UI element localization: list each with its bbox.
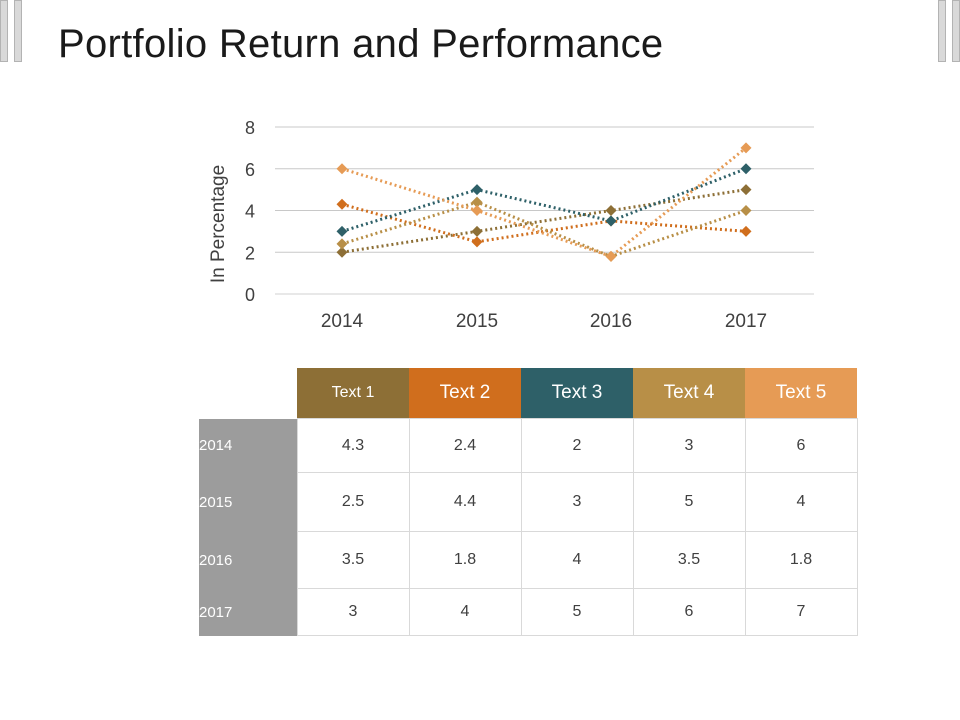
- table-cell: 3.5: [296, 531, 410, 589]
- table-cell: 5: [632, 472, 746, 532]
- data-point-marker: [605, 215, 617, 227]
- table-row: 2017 3 4 5 6 7: [199, 588, 858, 636]
- series-line: [341, 188, 747, 254]
- series-line: [341, 146, 747, 259]
- table-cell: 4.4: [408, 472, 522, 532]
- data-point-marker: [336, 225, 348, 237]
- y-tick-label: 8: [245, 118, 255, 138]
- x-tick-label: 2017: [725, 311, 767, 332]
- left-edge-bar-2: [14, 0, 22, 62]
- data-point-marker: [336, 238, 348, 250]
- line-chart: 0 2 4 6 8 2014 2015 2016 2017 In Percentage: [208, 118, 814, 332]
- table-cell: 3: [632, 418, 746, 473]
- table-cell: 4: [408, 588, 522, 636]
- table-cell: 4: [520, 531, 634, 589]
- data-point-marker: [605, 205, 617, 216]
- series-line: [341, 200, 747, 259]
- series-lines: [336, 142, 752, 262]
- series-line: [341, 167, 747, 233]
- y-axis-label: In Percentage: [208, 165, 229, 283]
- x-tick-label: 2014: [321, 311, 364, 332]
- table-corner-cell: [199, 368, 297, 419]
- column-header-text-2: Text 2: [409, 368, 521, 419]
- data-point-marker: [336, 198, 348, 210]
- table-row: 2015 2.5 4.4 3 5 4: [199, 472, 858, 532]
- table-row: 2016 3.5 1.8 4 3.5 1.8: [199, 531, 858, 589]
- x-tick-label: 2016: [590, 311, 632, 332]
- data-point-marker: [471, 236, 483, 248]
- table-cell: 3: [520, 472, 634, 532]
- table-cell: 6: [744, 418, 858, 473]
- column-header-text-4: Text 4: [633, 368, 745, 419]
- column-header-text-3: Text 3: [521, 368, 633, 419]
- data-point-marker: [471, 225, 483, 237]
- data-table: Text 1 Text 2 Text 3 Text 4 Text 5 2014 …: [199, 368, 858, 636]
- table-cell: 2.4: [408, 418, 522, 473]
- table-cell: 3: [296, 588, 410, 636]
- row-header-2014: 2014: [199, 418, 297, 473]
- x-tick-label: 2015: [456, 311, 498, 332]
- table-header-row: Text 1 Text 2 Text 3 Text 4 Text 5: [199, 368, 857, 419]
- data-point-marker: [605, 250, 617, 262]
- y-tick-label: 6: [245, 160, 255, 180]
- table-cell: 7: [744, 588, 858, 636]
- column-header-text-5: Text 5: [745, 368, 857, 419]
- y-tick-label: 4: [245, 202, 255, 222]
- x-axis-ticks: 2014 2015 2016 2017: [321, 311, 767, 332]
- table-cell: 2: [520, 418, 634, 473]
- data-point-marker: [740, 163, 752, 175]
- y-tick-label: 2: [245, 243, 255, 263]
- data-point-marker: [740, 184, 752, 196]
- left-edge-bar-1: [0, 0, 8, 62]
- row-header-2016: 2016: [199, 531, 297, 589]
- data-point-marker: [740, 225, 752, 237]
- column-header-text-1: Text 1: [297, 368, 409, 419]
- series-text-5: [336, 142, 752, 262]
- row-header-2015: 2015: [199, 472, 297, 532]
- data-point-marker: [740, 142, 752, 154]
- data-point-marker: [471, 196, 483, 208]
- table-cell: 3.5: [632, 531, 746, 589]
- table-cell: 4: [744, 472, 858, 532]
- grid-lines: [275, 126, 814, 295]
- table-cell: 1.8: [744, 531, 858, 589]
- y-tick-label: 0: [245, 285, 255, 305]
- series-text-4: [336, 196, 752, 262]
- series-text-3: [336, 163, 752, 237]
- data-point-marker: [336, 163, 348, 175]
- table-cell: 5: [520, 588, 634, 636]
- table-cell: 6: [632, 588, 746, 636]
- row-header-2017: 2017: [199, 588, 297, 636]
- table-row: 2014 4.3 2.4 2 3 6: [199, 418, 858, 473]
- data-point-marker: [471, 205, 483, 216]
- slide-title: Portfolio Return and Performance: [58, 22, 664, 66]
- data-point-marker: [740, 205, 752, 216]
- right-edge-bar-1: [938, 0, 946, 62]
- table-cell: 4.3: [296, 418, 410, 473]
- series-text-1: [336, 184, 752, 258]
- data-point-marker: [336, 246, 348, 258]
- table-cell: 1.8: [408, 531, 522, 589]
- data-point-marker: [471, 184, 483, 196]
- table-cell: 2.5: [296, 472, 410, 532]
- y-axis-ticks: 0 2 4 6 8: [245, 118, 255, 305]
- series-line: [341, 202, 747, 244]
